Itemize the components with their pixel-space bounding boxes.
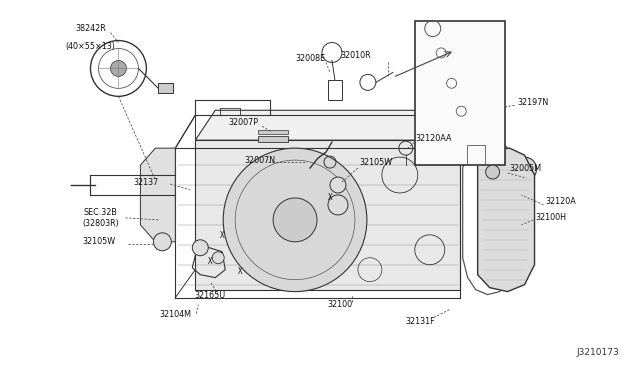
- Bar: [415, 20, 504, 165]
- Text: X: X: [328, 193, 332, 202]
- Text: X: X: [238, 267, 243, 276]
- Circle shape: [223, 148, 367, 292]
- Text: 32104M: 32104M: [159, 310, 191, 319]
- Polygon shape: [477, 148, 534, 292]
- Circle shape: [192, 240, 208, 256]
- Bar: [328, 80, 342, 100]
- Text: 32105W: 32105W: [360, 158, 393, 167]
- Circle shape: [328, 195, 348, 215]
- Text: 32008E: 32008E: [295, 54, 325, 63]
- Polygon shape: [195, 110, 460, 140]
- Text: (40×55×13): (40×55×13): [65, 42, 115, 51]
- Text: 32105W: 32105W: [83, 237, 115, 246]
- Text: 32010R: 32010R: [340, 51, 371, 60]
- Bar: [258, 136, 288, 142]
- Polygon shape: [490, 163, 509, 179]
- Circle shape: [111, 61, 127, 76]
- Circle shape: [330, 177, 346, 193]
- Text: X: X: [208, 257, 212, 266]
- Text: 32137: 32137: [133, 177, 158, 186]
- Circle shape: [273, 198, 317, 242]
- Text: 32100H: 32100H: [536, 214, 566, 222]
- Text: SEC.32B
(32803R): SEC.32B (32803R): [82, 208, 119, 228]
- Circle shape: [486, 165, 500, 179]
- Circle shape: [212, 252, 224, 264]
- Text: 32120A: 32120A: [545, 198, 576, 206]
- Circle shape: [154, 233, 172, 251]
- Text: 38242R: 38242R: [75, 24, 106, 33]
- Text: 32120AA: 32120AA: [416, 134, 452, 143]
- Text: 32197N: 32197N: [518, 98, 549, 107]
- Text: 32165U: 32165U: [195, 291, 226, 300]
- Text: X: X: [220, 231, 225, 240]
- Circle shape: [513, 157, 536, 181]
- Bar: [158, 83, 173, 93]
- Text: J3210173: J3210173: [577, 348, 620, 357]
- Bar: [258, 130, 288, 134]
- Text: 32131F: 32131F: [405, 317, 435, 326]
- Polygon shape: [140, 148, 175, 242]
- Text: 32005M: 32005M: [509, 164, 541, 173]
- Bar: [467, 145, 484, 165]
- Polygon shape: [195, 140, 460, 290]
- Text: 32100: 32100: [328, 300, 353, 309]
- Text: 32007N: 32007N: [244, 155, 275, 164]
- Text: 32007P: 32007P: [228, 118, 258, 127]
